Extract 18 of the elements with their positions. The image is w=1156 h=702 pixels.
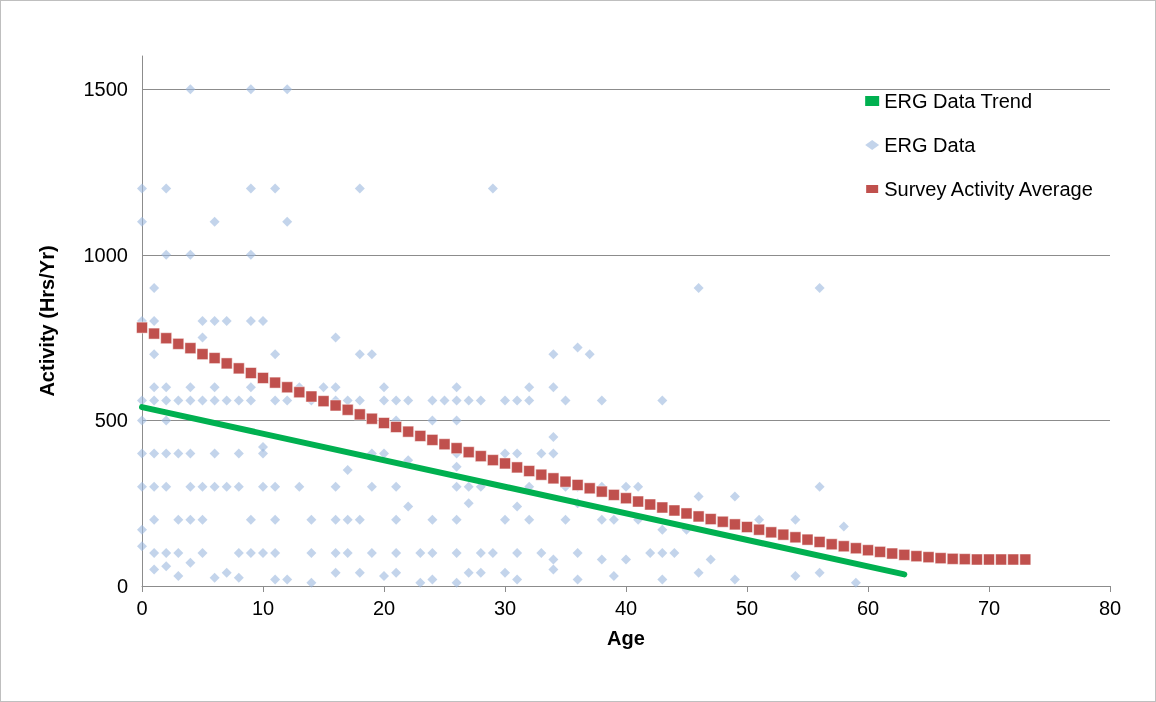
legend-label: ERG Data Trend bbox=[884, 90, 1033, 112]
x-tick-label: 10 bbox=[251, 597, 275, 619]
x-tick-label: 60 bbox=[856, 597, 880, 619]
legend-label: ERG Data bbox=[884, 134, 977, 156]
x-tick-label: 0 bbox=[136, 597, 148, 619]
legend-label: Survey Activity Average bbox=[884, 178, 1093, 200]
y-tick-label: 500 bbox=[94, 409, 128, 432]
x-tick-label: 40 bbox=[614, 597, 638, 619]
x-axis-title: Age bbox=[607, 627, 645, 649]
x-tick-label: 20 bbox=[372, 597, 396, 619]
y-tick-label: 0 bbox=[116, 575, 128, 597]
y-tick-label: 1000 bbox=[83, 243, 128, 266]
x-tick-label: 30 bbox=[493, 597, 517, 619]
x-tick-label: 70 bbox=[977, 597, 1001, 619]
y-tick-label: 1500 bbox=[83, 78, 128, 101]
x-tick-label: 50 bbox=[735, 597, 759, 619]
y-axis-title: Activity (Hrs/Yr) bbox=[36, 245, 58, 397]
x-tick-label: 80 bbox=[1098, 597, 1122, 619]
